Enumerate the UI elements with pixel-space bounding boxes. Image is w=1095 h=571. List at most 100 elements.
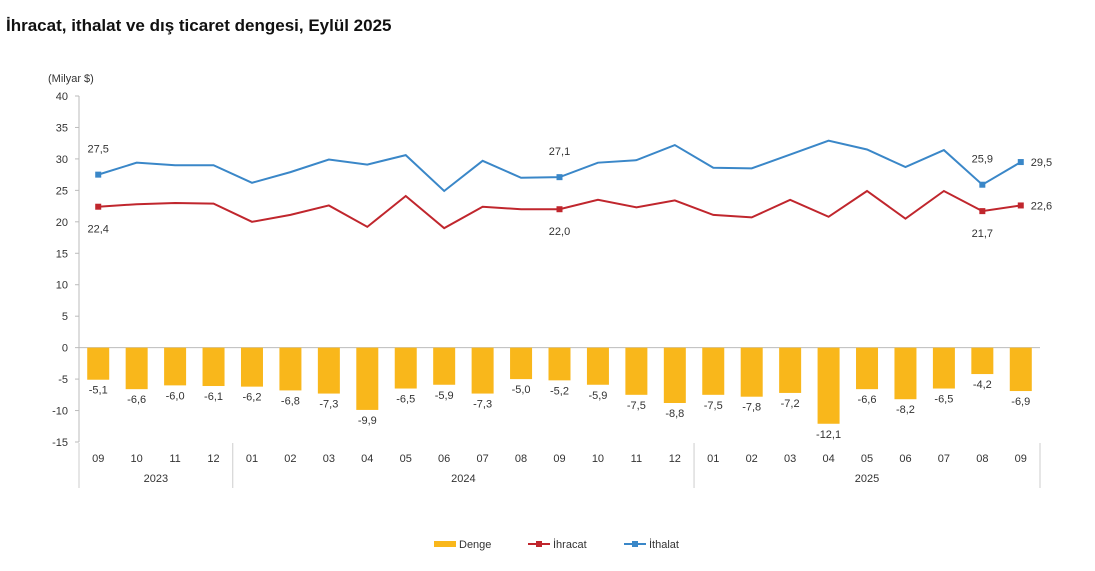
- bar-data-label: -6,1: [204, 391, 223, 403]
- bar-data-label: -7,2: [781, 398, 800, 410]
- bar-denge: [510, 347, 533, 380]
- bar-denge: [279, 347, 302, 391]
- legend-label: Denge: [459, 539, 491, 551]
- bar-denge: [394, 347, 417, 389]
- bar-data-label: -4,2: [973, 379, 992, 391]
- year-label: 2025: [855, 473, 879, 485]
- y-tick-label: 5: [62, 311, 68, 323]
- bar-data-label: -12,1: [816, 429, 841, 441]
- legend-label: İhracat: [553, 538, 587, 551]
- bar-data-label: -6,5: [396, 394, 415, 406]
- bar-denge: [740, 347, 763, 397]
- line-data-label: 29,5: [1031, 157, 1052, 169]
- x-tick-label: 01: [246, 453, 258, 465]
- bar-denge: [702, 347, 725, 395]
- x-tick-label: 09: [553, 453, 565, 465]
- year-label: 2023: [144, 473, 168, 485]
- bar-denge: [856, 347, 879, 390]
- x-tick-label: 10: [592, 453, 604, 465]
- x-tick-label: 11: [631, 453, 642, 465]
- x-tick-label: 11: [169, 453, 180, 465]
- x-tick-label: 09: [92, 453, 104, 465]
- x-tick-label: 05: [400, 453, 412, 465]
- line-data-label: 22,6: [1031, 200, 1052, 212]
- bar-denge: [125, 347, 148, 390]
- bar-data-label: -5,2: [550, 385, 569, 397]
- x-tick-label: 08: [515, 453, 527, 465]
- year-label: 2024: [451, 473, 475, 485]
- bar-data-label: -8,2: [896, 404, 915, 416]
- bar-denge: [663, 347, 686, 403]
- bar-denge: [87, 347, 110, 380]
- bar-data-label: -6,2: [242, 392, 261, 404]
- bar-data-label: -5,1: [89, 385, 108, 397]
- bar-data-label: -5,9: [435, 390, 454, 402]
- bar-data-label: -6,6: [858, 394, 877, 406]
- y-tick-label: 40: [56, 91, 68, 103]
- bar-denge: [317, 347, 340, 394]
- x-tick-label: 04: [361, 453, 373, 465]
- line-marker: [556, 206, 563, 213]
- y-tick-label: 15: [56, 248, 68, 260]
- x-tick-label: 02: [284, 453, 296, 465]
- y-tick-label: 10: [56, 280, 68, 292]
- x-tick-label: 08: [976, 453, 988, 465]
- x-tick-label: 03: [323, 453, 335, 465]
- x-tick-label: 12: [669, 453, 681, 465]
- bar-denge: [240, 347, 263, 387]
- bar-data-label: -7,5: [627, 400, 646, 412]
- y-tick-label: 20: [56, 217, 68, 229]
- x-tick-label: 12: [207, 453, 219, 465]
- x-tick-label: 07: [938, 453, 950, 465]
- x-tick-label: 01: [707, 453, 719, 465]
- y-tick-label: 35: [56, 122, 68, 134]
- bar-data-label: -5,9: [588, 390, 607, 402]
- line-marker: [1017, 159, 1024, 166]
- bar-denge: [586, 347, 609, 385]
- line-data-label: 27,5: [88, 144, 109, 156]
- legend-label: İthalat: [649, 538, 679, 551]
- legend-marker: [536, 541, 542, 547]
- x-tick-label: 10: [131, 453, 143, 465]
- line-marker: [1017, 202, 1024, 209]
- bar-denge: [779, 347, 802, 393]
- bar-data-label: -6,8: [281, 395, 300, 407]
- x-tick-label: 04: [822, 453, 834, 465]
- x-tick-label: 06: [438, 453, 450, 465]
- y-tick-label: -5: [58, 374, 68, 386]
- bar-data-label: -7,5: [704, 400, 723, 412]
- bar-data-label: -7,3: [473, 399, 492, 411]
- bar-denge: [625, 347, 648, 395]
- line-data-label: 22,0: [549, 226, 570, 238]
- chart-title: İhracat, ithalat ve dış ticaret dengesi,…: [6, 16, 392, 35]
- bar-data-label: -9,9: [358, 415, 377, 427]
- legend-marker: [632, 541, 638, 547]
- bar-denge: [932, 347, 955, 389]
- line-data-label: 22,4: [88, 224, 109, 236]
- bar-denge: [817, 347, 840, 424]
- bar-denge: [1009, 347, 1032, 392]
- x-tick-label: 09: [1015, 453, 1027, 465]
- bar-data-label: -6,0: [166, 390, 185, 402]
- line-marker: [556, 174, 563, 181]
- x-tick-label: 03: [784, 453, 796, 465]
- line-data-label: 27,1: [549, 146, 570, 158]
- bar-denge: [471, 347, 494, 394]
- bar-data-label: -5,0: [512, 384, 531, 396]
- x-tick-label: 05: [861, 453, 873, 465]
- bar-denge: [164, 347, 187, 386]
- bar-denge: [971, 347, 994, 375]
- y-tick-label: -10: [52, 406, 68, 418]
- y-tick-label: 0: [62, 343, 68, 355]
- bar-denge: [548, 347, 571, 381]
- legend-swatch-denge: [434, 541, 456, 547]
- x-tick-label: 02: [746, 453, 758, 465]
- bar-data-label: -6,6: [127, 394, 146, 406]
- line-marker: [979, 181, 986, 188]
- y-tick-label: 25: [56, 185, 68, 197]
- line-marker: [95, 171, 102, 178]
- y-tick-label: 30: [56, 154, 68, 166]
- line-data-label: 21,7: [972, 228, 993, 240]
- bar-denge: [433, 347, 456, 385]
